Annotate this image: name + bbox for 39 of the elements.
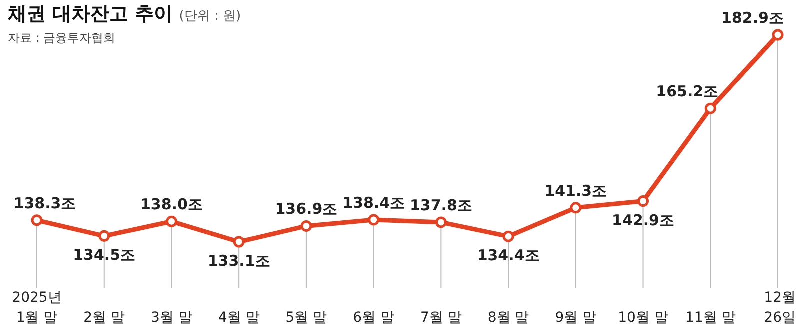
data-label: 138.4조 — [342, 194, 406, 212]
annotation: 자료 : 금융투자협회 — [8, 31, 116, 45]
x-tick-label: 2월 말 — [84, 310, 126, 326]
x-tick-label: 3월 말 — [151, 310, 192, 326]
x-tick-label: 11월 말 — [686, 310, 736, 326]
point — [98, 230, 110, 242]
data-label: 142.9조 — [612, 211, 674, 230]
chart-subtitle: (단위 : 원) — [179, 9, 242, 24]
data-label: 165.2조 — [656, 82, 719, 101]
data-label: 136.9조 — [275, 200, 338, 218]
x-tick-label: 10월 말 — [618, 310, 668, 326]
x-tick-label: 8월 말 — [488, 310, 530, 326]
data-label: 133.1조 — [208, 252, 270, 270]
data-label: 138.0조 — [140, 196, 203, 214]
point — [166, 216, 178, 228]
x-tick-label: 2025년 1월 말 — [12, 290, 62, 326]
data-label: 137.8조 — [410, 196, 472, 214]
point — [570, 202, 582, 214]
data-label: 141.3조 — [544, 182, 608, 200]
point — [368, 214, 380, 226]
data-label: 182.9조 — [722, 9, 784, 27]
x-tick-label: 7월 말 — [420, 310, 462, 326]
x-tick-label: 5월 말 — [286, 310, 328, 326]
data-label: 134.5조 — [73, 246, 136, 264]
point — [31, 214, 43, 226]
point — [638, 196, 650, 208]
x-tick-label: 9월 말 — [555, 310, 597, 326]
point — [772, 29, 784, 41]
chart-title: 채권 대차잔고 추이 — [8, 3, 174, 25]
data-label: 138.3조 — [14, 194, 76, 212]
point — [502, 230, 514, 242]
point — [300, 220, 312, 232]
point — [435, 216, 447, 228]
x-tick-label: 4월 말 — [218, 310, 260, 326]
data-label: 134.4조 — [477, 246, 540, 265]
point — [704, 102, 716, 114]
point — [233, 236, 245, 248]
x-tick-label: 6월 말 — [353, 310, 394, 326]
x-tick-label: 12월 26일 — [764, 290, 796, 326]
